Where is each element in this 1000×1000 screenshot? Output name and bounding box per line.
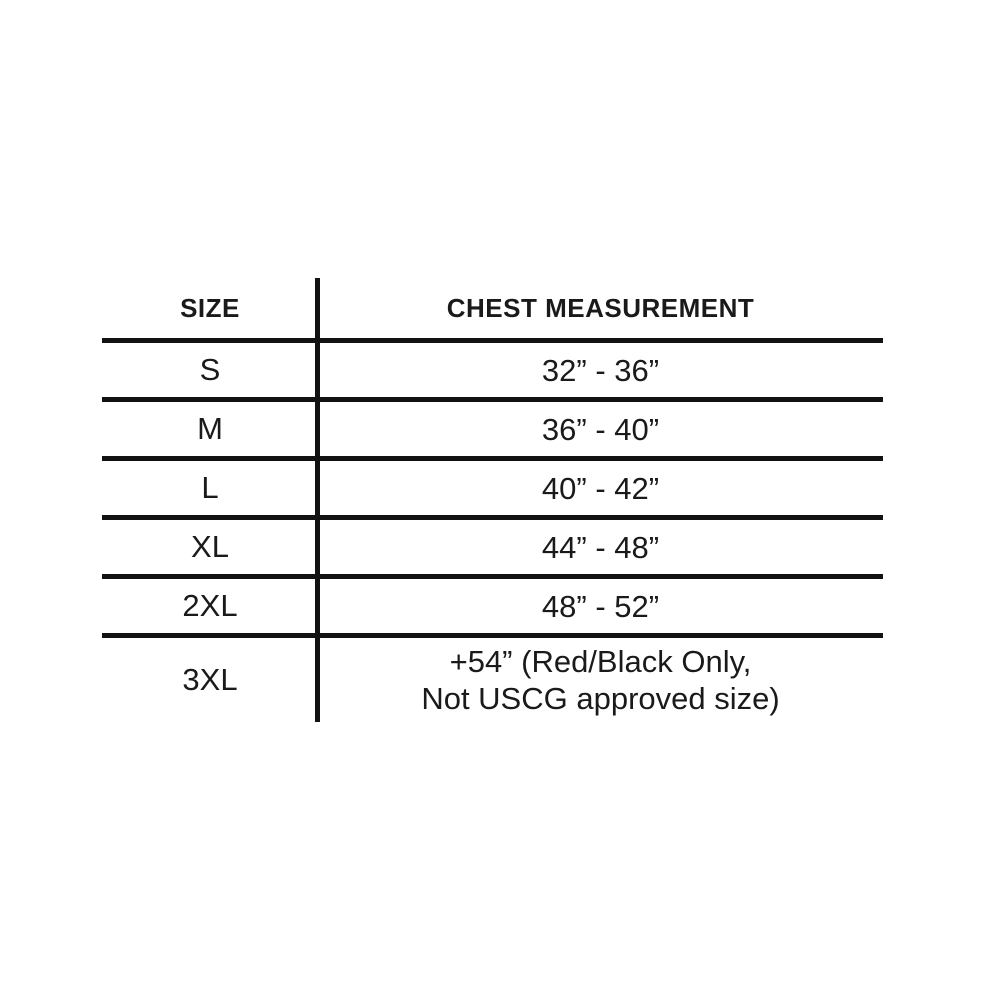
table-row-m: M 36” - 40”: [102, 402, 883, 461]
chest-cell: 40” - 42”: [541, 470, 660, 506]
chest-cell: 36” - 40”: [541, 411, 660, 447]
size-cell: L: [201, 470, 219, 505]
size-chart-table: SIZE CHEST MEASUREMENT S 32” - 36” M 36”…: [102, 278, 883, 722]
size-cell: 2XL: [182, 588, 238, 623]
chest-cell: +54” (Red/Black Only, Not USCG approved …: [421, 644, 780, 716]
table-row-2xl: 2XL 48” - 52”: [102, 579, 883, 638]
table-row-3xl: 3XL +54” (Red/Black Only, Not USCG appro…: [102, 638, 883, 722]
chest-cell: 48” - 52”: [541, 588, 660, 624]
size-cell: S: [199, 352, 221, 387]
table-row-l: L 40” - 42”: [102, 461, 883, 520]
chest-cell: 44” - 48”: [541, 529, 660, 565]
size-cell: M: [197, 411, 223, 446]
table-header-row: SIZE CHEST MEASUREMENT: [102, 278, 883, 343]
column-header-size: SIZE: [180, 292, 240, 323]
size-cell: XL: [191, 529, 229, 564]
table-row-s: S 32” - 36”: [102, 343, 883, 402]
column-divider-line: [315, 278, 320, 722]
size-cell: 3XL: [182, 662, 238, 697]
chest-cell: 32” - 36”: [541, 352, 660, 388]
column-header-chest-measurement: CHEST MEASUREMENT: [446, 292, 755, 323]
table-row-xl: XL 44” - 48”: [102, 520, 883, 579]
